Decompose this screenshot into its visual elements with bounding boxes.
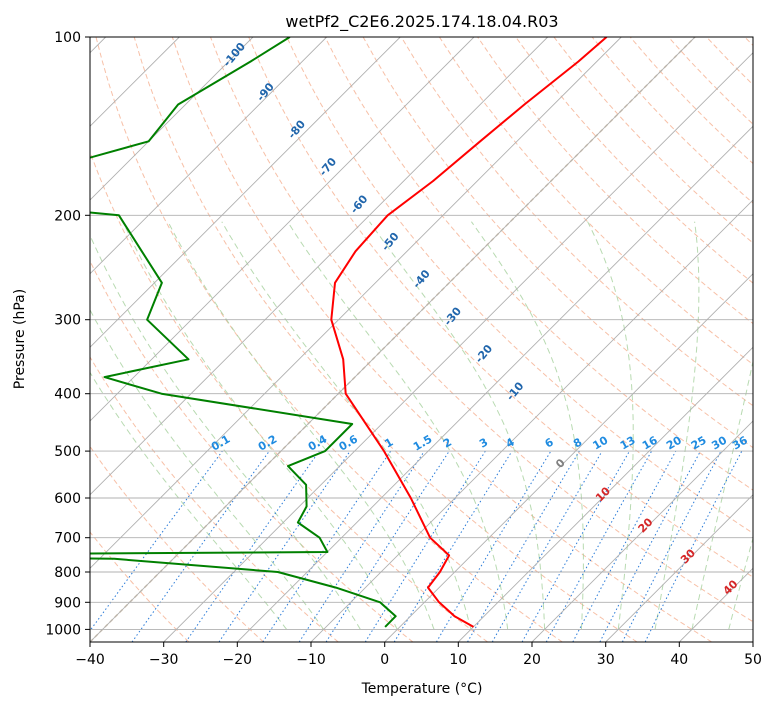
- dry-adiabat-line: [248, 37, 753, 578]
- moist-adiabat-line: [654, 221, 700, 630]
- dry-adiabat-line: [90, 445, 264, 642]
- moist-adiabat-line: [369, 221, 546, 630]
- isotherm-line: [310, 199, 753, 642]
- mixing-ratio-line: [262, 450, 392, 642]
- profile-lines: [90, 37, 608, 628]
- y-tick-label: 1000: [45, 622, 81, 638]
- mixing-ratio-line: [545, 450, 653, 642]
- y-tick-label: 800: [54, 565, 81, 581]
- dry-adiabat-line: [90, 531, 190, 642]
- dry-adiabat-line: [210, 37, 753, 623]
- x-tick-label: −40: [75, 652, 105, 668]
- dewpoint-line: [90, 37, 397, 628]
- mixing-ratio-line: [218, 450, 351, 642]
- moist-adiabat-line: [90, 234, 361, 630]
- isotherm-line: [163, 52, 753, 642]
- x-tick-label: 20: [523, 652, 541, 668]
- isotherm-line: [605, 494, 753, 642]
- mixing-ratio-line: [521, 450, 630, 642]
- moist-adiabat-line: [470, 221, 584, 630]
- isotherm-line: [531, 420, 753, 642]
- x-tick-label: 0: [380, 652, 389, 668]
- x-tick-label: 30: [597, 652, 615, 668]
- dry-adiabat-line: [515, 37, 753, 284]
- x-tick-label: −30: [149, 652, 179, 668]
- isotherm-line: [236, 125, 753, 642]
- y-tick-label: 600: [54, 491, 81, 507]
- moist-adiabat-line: [122, 221, 398, 630]
- isotherm-line: [90, 37, 401, 348]
- x-axis-label: Temperature (°C): [361, 681, 483, 697]
- dry-adiabat-line: [90, 356, 339, 642]
- dry-adiabat-line: [438, 37, 753, 366]
- x-tick-label: 10: [449, 652, 467, 668]
- dry-adiabat-line: [324, 37, 753, 491]
- mixing-ratio-line: [572, 450, 677, 642]
- isotherm-line: [90, 37, 475, 422]
- mixing-ratio-line: [185, 450, 320, 642]
- x-axis: −40 −30 −20 −10 0 10 20 30 40 50: [75, 642, 762, 668]
- isotherm-line: [90, 37, 622, 569]
- y-tick-label: 900: [54, 595, 81, 611]
- isotherm-line: [384, 273, 753, 642]
- plot-frame: [89, 36, 754, 643]
- y-tick-label: 200: [54, 208, 81, 224]
- isotherm-line: [90, 37, 696, 642]
- isotherm-line: [457, 346, 753, 642]
- temperature-line: [330, 37, 608, 628]
- x-tick-label: 50: [744, 652, 762, 668]
- y-axis-label: Pressure (hPa): [12, 289, 28, 389]
- x-tick-label: −20: [223, 652, 253, 668]
- mixing-ratio-line: [90, 450, 223, 632]
- moist-adiabat-line: [90, 308, 324, 630]
- moist-adiabat-line: [287, 221, 509, 630]
- y-tick-label: 500: [54, 444, 81, 460]
- moist-adiabat-line: [691, 359, 753, 630]
- y-tick-label: 300: [54, 313, 81, 329]
- dry-adiabat-line: [171, 37, 712, 642]
- dry-adiabat-line: [95, 37, 563, 642]
- moist-adiabat-line: [587, 221, 634, 630]
- y-tick-label: 400: [54, 387, 81, 403]
- isotherm-line: [90, 37, 328, 275]
- mixing-ratio-line: [298, 450, 425, 642]
- dry-adiabat-line: [90, 150, 488, 642]
- mixing-ratio-line: [644, 450, 743, 642]
- x-tick-label: 40: [670, 652, 688, 668]
- mixing-ratio-line: [325, 450, 450, 642]
- y-tick-label: 700: [54, 531, 81, 547]
- moist-adiabat-line: [221, 221, 472, 630]
- dry-adiabat-line: [400, 37, 753, 407]
- thermo-background: [90, 37, 753, 642]
- dry-adiabat-line: [133, 37, 638, 642]
- mixing-ratio-line: [393, 450, 513, 642]
- y-axis: 100 200 300 400 500 600 700 800 900 1000: [45, 30, 90, 638]
- isotherm-line: [90, 37, 549, 496]
- x-tick-label: −10: [296, 652, 326, 668]
- chart-title: wetPf2_C2E6.2025.174.18.04.R03: [285, 12, 558, 32]
- y-tick-label: 100: [54, 30, 81, 46]
